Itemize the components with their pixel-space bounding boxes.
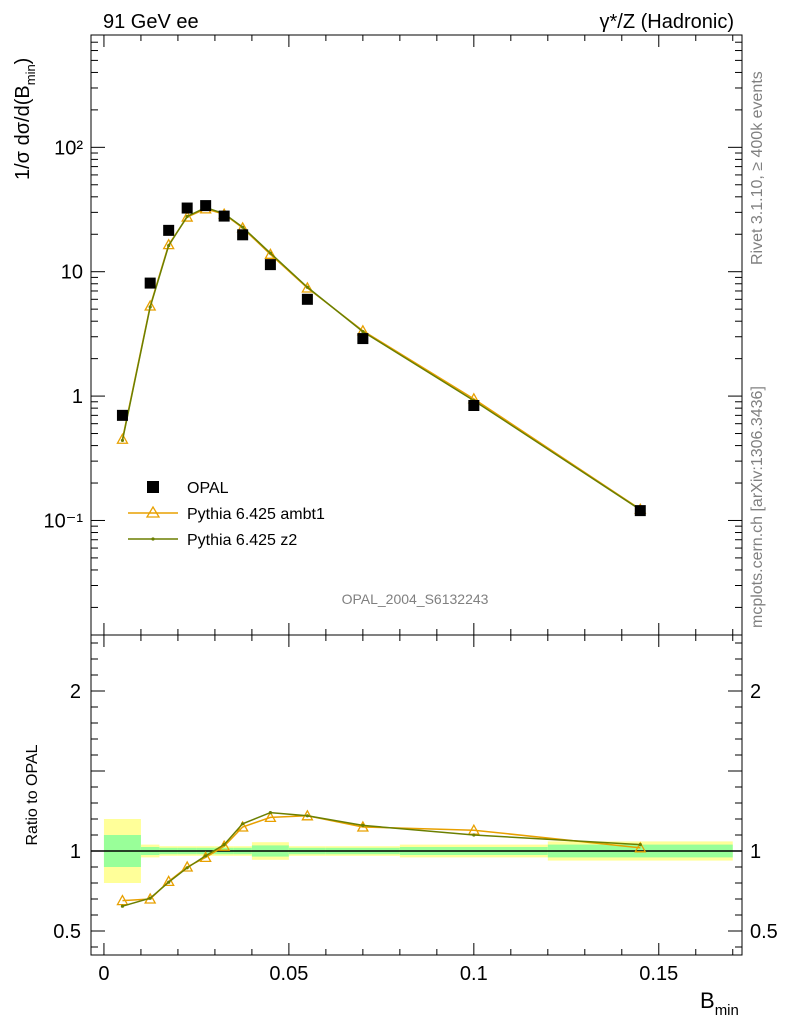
ratio-point-z2 [305,814,309,818]
main-point-z2 [268,251,272,255]
main-lines [116,200,647,517]
main-point-opal [116,409,128,421]
ratio-point-z2 [204,854,208,858]
ratio-point-z2 [222,843,226,847]
main-point-ambt1 [162,238,175,250]
main-point-ambt1 [264,247,277,259]
ratio-point-ambt1 [116,894,129,906]
legend-z2-marker [151,537,155,541]
header-left: 91 GeV ee [103,11,199,33]
main-point-opal [200,200,212,212]
main-line-ambt1 [121,208,641,510]
main-point-ambt1 [301,281,314,293]
x-tick-label: 0 [98,963,109,985]
main-y-tick-label: 1 [72,386,83,408]
main-point-z2 [241,225,245,229]
main-line-z2 [121,206,641,511]
xlabel: Bmin [700,988,739,1019]
main-point-opal [237,229,249,241]
main-point-opal [181,202,193,214]
watermark: OPAL_2004_S6132243 [342,591,489,607]
ratio-point-z2 [241,822,245,826]
main-y-tick-label: 10 [61,262,83,284]
legend-ambt1-label: Pythia 6.425 ambt1 [187,506,325,523]
main-point-z2 [305,285,309,289]
legend-z2-label: Pythia 6.425 z2 [187,532,297,549]
ratio-point-ambt1 [264,811,277,823]
axes: 0 0.05 0.1 0.15 10⁻¹ 1 10 10² 0.5 0.5 1 1 2 2 [44,34,778,985]
ratio-y-tick-label-left: 0.5 [53,921,81,943]
x-tick-label: 0.15 [639,963,678,985]
main-y-tick-label: 10⁻¹ [44,510,84,532]
main-point-z2 [361,329,365,334]
rivet-label: Rivet 3.1.10, ≥ 400k events [749,71,766,265]
main-point-opal [357,333,369,345]
ratio-point-z2 [472,833,476,837]
main-point-ambt1 [181,210,194,222]
main-ylabel-sub: min [23,64,38,85]
ratio-point-z2 [120,904,125,908]
main-point-opal [144,277,156,289]
ratio-point-z2 [148,896,152,900]
ratio-point-z2 [638,843,642,847]
ratio-frame [90,634,743,956]
ratio-point-z2 [167,880,171,884]
main-point-opal [468,400,480,412]
ratio-point-ambt1 [634,841,647,853]
header-right: γ*/Z (Hadronic) [600,11,734,33]
legend-opal-marker [147,481,159,493]
mcplots-label: mcplots.cern.ch [arXiv:1306.3436] [749,386,766,628]
ratio-point-z2 [185,866,189,870]
legend: OPAL Pythia 6.425 ambt1 Pythia 6.425 z2 [128,480,325,549]
xlabel-text: B [700,988,715,1013]
ratio-bands [91,819,742,883]
main-y-tick-label: 10² [54,137,83,159]
main-point-opal [218,210,230,222]
ratio-y-tick-label-left: 2 [70,681,81,703]
ratio-ylabel: Ratio to OPAL [24,744,41,845]
ratio-line-z2 [122,811,641,907]
ratio-point-z2 [361,823,365,828]
main-point-opal [163,224,175,236]
legend-opal-label: OPAL [187,480,229,497]
main-point-opal [634,505,646,517]
ratio-y-tick-label-left: 1 [70,841,81,863]
ratio-lines [116,809,647,908]
x-tick-label: 0.05 [269,963,308,985]
ratio-point-ambt1 [356,820,369,832]
main-point-z2 [185,214,189,219]
ratio-point-z2 [268,811,272,815]
main-ylabel-tail: ) [12,58,34,65]
xlabel-sub: min [715,1002,739,1019]
legend-ambt1-marker [145,505,161,518]
main-point-opal [264,259,276,271]
main-point-ambt1 [116,432,129,444]
main-point-opal [301,293,313,305]
main-ylabel: 1/σ dσ/d(Bmin) [12,58,38,180]
main-point-z2 [167,244,171,248]
main-point-z2 [120,438,125,443]
main-point-z2 [148,305,152,309]
ratio-y-tick-label-right: 0.5 [750,921,778,943]
ratio-y-tick-label-right: 1 [750,841,761,863]
main-ylabel-text: 1/σ dσ/d(B [12,85,34,180]
ratio-y-tick-label-right: 2 [750,681,761,703]
x-tick-label: 0.1 [460,963,488,985]
